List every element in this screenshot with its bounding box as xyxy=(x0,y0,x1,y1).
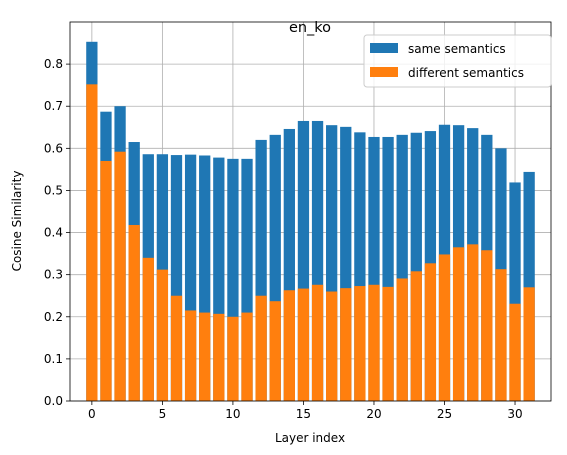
bar-same-semantics-layer-15 xyxy=(297,120,310,401)
legend-label-different-semantics: different semantics xyxy=(408,66,524,80)
legend: same semantics different semantics xyxy=(363,34,552,88)
bar-same-semantics-layer-16 xyxy=(311,120,324,401)
bar-different-semantics-layer-9 xyxy=(213,313,225,401)
bar-different-semantics-layer-4 xyxy=(142,257,154,401)
bar-different-semantics-layer-25 xyxy=(438,254,451,401)
bar-same-semantics-layer-6 xyxy=(170,155,183,401)
y-tick-label: 0.4 xyxy=(44,226,63,240)
y-tick-label: 0.6 xyxy=(44,141,63,155)
bar-same-semantics-layer-17 xyxy=(326,125,338,401)
bar-different-semantics-layer-18 xyxy=(340,288,352,401)
y-tick-label: 0.2 xyxy=(44,310,63,324)
bar-different-semantics-layer-7 xyxy=(184,310,197,401)
bar-same-semantics-layer-18 xyxy=(340,126,352,402)
bar-different-semantics-layer-11 xyxy=(241,312,253,401)
bar-different-semantics-layer-17 xyxy=(326,291,338,401)
bar-different-semantics-layer-10 xyxy=(227,316,239,401)
x-tick-label: 25 xyxy=(437,407,452,421)
ticks: 0 5 10 15 20 25 30 0.0 0.1 0.2 0.3 0.4 0.5 0.6 0.7 0.8 xyxy=(44,57,523,421)
bar-same-semantics-layer-19 xyxy=(354,132,366,401)
bar-same-semantics-layer-23 xyxy=(410,132,422,401)
y-tick-label: 0.0 xyxy=(44,394,63,408)
bar-different-semantics-layer-20 xyxy=(368,284,380,401)
bar-different-semantics-layer-22 xyxy=(396,278,408,401)
bar-different-semantics-layer-1 xyxy=(100,160,112,401)
bar-different-semantics-layer-15 xyxy=(297,288,310,401)
bar-same-semantics-layer-31 xyxy=(523,171,535,401)
x-tick-label: 15 xyxy=(296,407,311,421)
legend-swatch-same-semantics xyxy=(370,43,398,53)
axes xyxy=(69,21,552,402)
bar-same-semantics-layer-10 xyxy=(227,158,239,401)
x-tick-label: 20 xyxy=(366,407,381,421)
y-tick-label: 0.3 xyxy=(44,268,63,282)
bar-different-semantics-layer-8 xyxy=(199,312,211,401)
bar-same-semantics-layer-13 xyxy=(269,134,281,401)
plot-frame xyxy=(69,21,552,402)
bar-same-semantics-layer-11 xyxy=(241,158,253,401)
bar-different-semantics-layer-29 xyxy=(495,269,507,401)
bar-different-semantics-layer-30 xyxy=(509,303,521,401)
legend-swatch-different-semantics xyxy=(370,67,398,77)
x-tick-label: 30 xyxy=(507,407,522,421)
bar-different-semantics-layer-3 xyxy=(128,224,140,401)
bar-same-semantics-layer-7 xyxy=(184,154,197,401)
bar-same-semantics-layer-14 xyxy=(283,128,295,401)
bar-different-semantics-layer-0 xyxy=(86,84,98,401)
bar-different-semantics-layer-14 xyxy=(283,290,295,401)
bar-different-semantics-layer-13 xyxy=(269,301,281,401)
bar-different-semantics-layer-23 xyxy=(410,271,422,401)
y-tick-label: 0.1 xyxy=(44,352,63,366)
y-axis-label: Cosine Similarity xyxy=(10,171,24,272)
y-tick-label: 0.7 xyxy=(44,99,63,113)
bar-same-semantics-layer-20 xyxy=(368,136,380,402)
bars xyxy=(86,41,535,402)
x-tick-label: 5 xyxy=(159,407,167,421)
legend-label-same-semantics: same semantics xyxy=(408,42,506,56)
legend-frame xyxy=(363,34,552,88)
bar-different-semantics-layer-5 xyxy=(156,269,169,401)
bar-same-semantics-layer-8 xyxy=(199,155,211,401)
bar-same-semantics-layer-30 xyxy=(509,182,521,401)
bar-same-semantics-layer-9 xyxy=(213,157,225,401)
x-tick-label: 0 xyxy=(88,407,96,421)
bar-different-semantics-layer-12 xyxy=(255,295,267,401)
chart-title: en_ko xyxy=(289,20,331,36)
bar-different-semantics-layer-21 xyxy=(382,286,394,401)
bar-different-semantics-layer-27 xyxy=(467,244,479,401)
y-tick-label: 0.8 xyxy=(44,57,63,71)
bar-different-semantics-layer-26 xyxy=(452,247,465,401)
bar-different-semantics-layer-28 xyxy=(481,250,493,401)
bar-different-semantics-layer-24 xyxy=(424,263,437,401)
bar-same-semantics-layer-12 xyxy=(255,139,267,401)
x-axis-label: Layer index xyxy=(275,431,345,445)
x-tick-label: 10 xyxy=(225,407,240,421)
bar-same-semantics-layer-22 xyxy=(396,134,408,401)
bar-different-semantics-layer-16 xyxy=(311,284,324,401)
bar-same-semantics-layer-21 xyxy=(382,136,394,402)
y-tick-label: 0.5 xyxy=(44,183,63,197)
bar-different-semantics-layer-19 xyxy=(354,286,366,401)
bar-different-semantics-layer-31 xyxy=(523,287,535,401)
bar-different-semantics-layer-6 xyxy=(170,295,183,401)
bar-different-semantics-layer-2 xyxy=(114,151,126,401)
